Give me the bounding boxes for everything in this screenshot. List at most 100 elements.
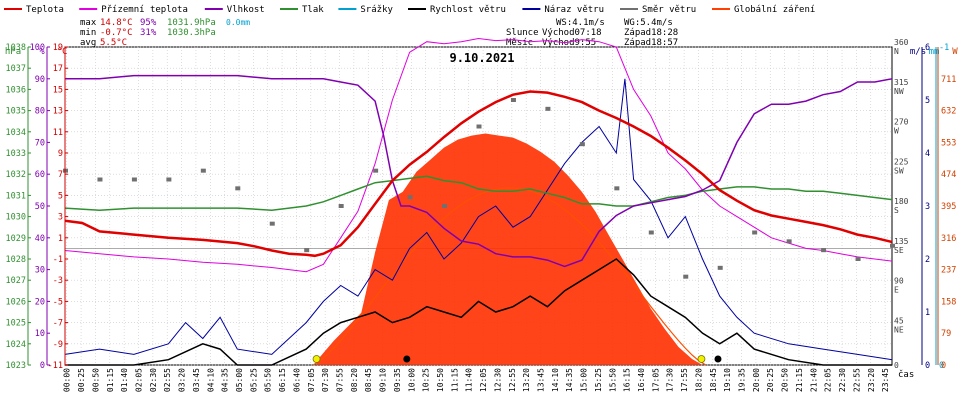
stats-label: min bbox=[80, 28, 96, 38]
time-tick-label: 16:15 bbox=[623, 368, 632, 392]
time-tick-label: 06:40 bbox=[292, 368, 301, 392]
time-tick-label: 05:50 bbox=[264, 368, 273, 392]
series-line-n-raz-v-tru bbox=[64, 78, 893, 361]
moon-marker bbox=[403, 355, 411, 363]
time-tick-label: 05:00 bbox=[235, 368, 244, 392]
axis-tick-label: 0 bbox=[939, 361, 944, 371]
axis-tick-label: 1038 bbox=[6, 43, 26, 53]
axis-tick-label: 5 bbox=[925, 96, 930, 106]
time-tick-label: 07:55 bbox=[336, 368, 345, 392]
radiation-fill bbox=[316, 133, 703, 365]
axis-tick-label: 90 bbox=[894, 277, 904, 286]
wind-direction-point bbox=[235, 186, 241, 191]
legend-label: Tlak bbox=[302, 5, 324, 15]
wind-direction-point bbox=[476, 124, 482, 129]
time-tick-label: 01:40 bbox=[120, 368, 129, 392]
stats-temp: 5.5°C bbox=[100, 38, 127, 48]
axis-tick-label: -1 bbox=[939, 43, 949, 53]
axis-tick-label: 0 bbox=[941, 361, 946, 371]
axis-tick-label: 474 bbox=[941, 170, 956, 180]
time-tick-label: 11:40 bbox=[465, 368, 474, 392]
legend-label: Rychlost větru bbox=[430, 5, 506, 15]
axis-tick-label: 395 bbox=[941, 202, 956, 212]
axis-tick-label: 79 bbox=[941, 329, 951, 339]
chart-title: 9.10.2021 bbox=[449, 51, 514, 65]
wind-direction-point bbox=[855, 257, 861, 261]
axis-tick-label: 1034 bbox=[6, 128, 26, 138]
wind-direction-point bbox=[717, 265, 723, 270]
legend-label: Globální záření bbox=[734, 5, 815, 15]
axis-tick-label: 19 bbox=[53, 43, 63, 53]
legend-label: Srážky bbox=[360, 5, 393, 15]
axis-tick-label: 316 bbox=[941, 234, 956, 244]
time-tick-label: 23:20 bbox=[867, 368, 876, 392]
axis-tick-label: 6 bbox=[925, 43, 930, 53]
time-tick-label: 13:45 bbox=[537, 368, 546, 392]
axis-tick-label: W bbox=[894, 127, 899, 136]
axis-tick-label: -11 bbox=[48, 361, 63, 371]
time-tick-label: 10:00 bbox=[407, 368, 416, 392]
wind-direction-point bbox=[200, 168, 206, 173]
time-tick-label: 07:05 bbox=[307, 368, 316, 392]
time-tick-label: 16:40 bbox=[637, 368, 646, 392]
wind-direction-point bbox=[269, 221, 275, 226]
axis-tick-label: -7 bbox=[53, 319, 63, 329]
wind-wg: WG:5.4m/s bbox=[624, 18, 673, 28]
stats-block: max 14.8°C 95% 1031.9hPa 0.0mm min -0.7°C 31% 10… bbox=[80, 18, 678, 48]
time-tick-label: 20:50 bbox=[781, 368, 790, 392]
stats-temp: -0.7°C bbox=[100, 28, 133, 38]
sun-set: Západ18:28 bbox=[624, 28, 678, 38]
axis-tick-label: 7 bbox=[58, 170, 63, 180]
wind-direction-point bbox=[304, 248, 310, 253]
axis-tick-label: 1025 bbox=[6, 319, 26, 329]
sun-marker bbox=[312, 355, 321, 363]
wind-direction-point bbox=[442, 204, 448, 208]
axis-tick-label: -1 bbox=[53, 255, 63, 265]
time-tick-label: 12:30 bbox=[493, 368, 502, 392]
time-tick-label: 08:45 bbox=[364, 368, 373, 392]
time-tick-label: 03:20 bbox=[178, 368, 187, 392]
axis-tick-label: 180 bbox=[894, 197, 909, 206]
axis-tick-label: SE bbox=[894, 246, 904, 255]
axis-tick-label: 45 bbox=[894, 316, 904, 325]
time-tick-label: 20:25 bbox=[766, 368, 775, 392]
axis-tick-label: 360 bbox=[894, 38, 909, 47]
axis-tick-label: 1028 bbox=[6, 255, 26, 265]
wind-direction-point bbox=[786, 239, 792, 244]
time-tick-label: 15:00 bbox=[580, 368, 589, 392]
axis-tick-label: 15 bbox=[53, 85, 63, 95]
time-tick-label: 09:10 bbox=[379, 368, 388, 392]
wind-direction-point bbox=[752, 230, 758, 235]
time-tick-label: 15:25 bbox=[594, 368, 603, 392]
axis-tick-label: N bbox=[894, 47, 899, 56]
time-tick-label: 00:50 bbox=[91, 368, 100, 392]
sun-label: Slunce bbox=[506, 28, 539, 38]
time-tick-label: 17:55 bbox=[680, 368, 689, 392]
series-line-rychlost-v-tru bbox=[65, 258, 892, 366]
time-tick-label: 02:05 bbox=[135, 368, 144, 392]
wind-direction-point bbox=[97, 177, 103, 182]
time-tick-label: 11:15 bbox=[450, 368, 459, 392]
wind-direction-point bbox=[407, 195, 413, 200]
time-tick-label: 02:30 bbox=[149, 368, 158, 392]
axis-tick-label: 3 bbox=[58, 213, 63, 223]
axis-title: mm bbox=[929, 47, 940, 57]
time-tick-label: 14:35 bbox=[565, 368, 574, 392]
axis-tick-label: 30 bbox=[35, 266, 45, 276]
moon-marker bbox=[714, 355, 722, 363]
stats-humidity: 31% bbox=[140, 28, 157, 38]
axis-tick-label: 80 bbox=[35, 107, 45, 117]
axis-tick-label: SW bbox=[894, 166, 904, 175]
time-tick-label: 08:20 bbox=[350, 368, 359, 392]
wind-direction-point bbox=[579, 142, 585, 147]
axis-tick-label: 553 bbox=[941, 138, 956, 148]
axis-tick-label: 50 bbox=[35, 202, 45, 212]
time-tick-label: 18:20 bbox=[694, 368, 703, 392]
time-tick-label: 06:15 bbox=[278, 368, 287, 392]
axis-tick-label: 237 bbox=[941, 266, 956, 276]
moon-label: Měsíc bbox=[506, 38, 533, 48]
time-tick-label: 02:55 bbox=[163, 368, 172, 392]
axis-tick-label: 632 bbox=[941, 107, 956, 117]
axis-tick-label: 70 bbox=[35, 138, 45, 148]
axis-tick-label: 1023 bbox=[6, 361, 26, 371]
